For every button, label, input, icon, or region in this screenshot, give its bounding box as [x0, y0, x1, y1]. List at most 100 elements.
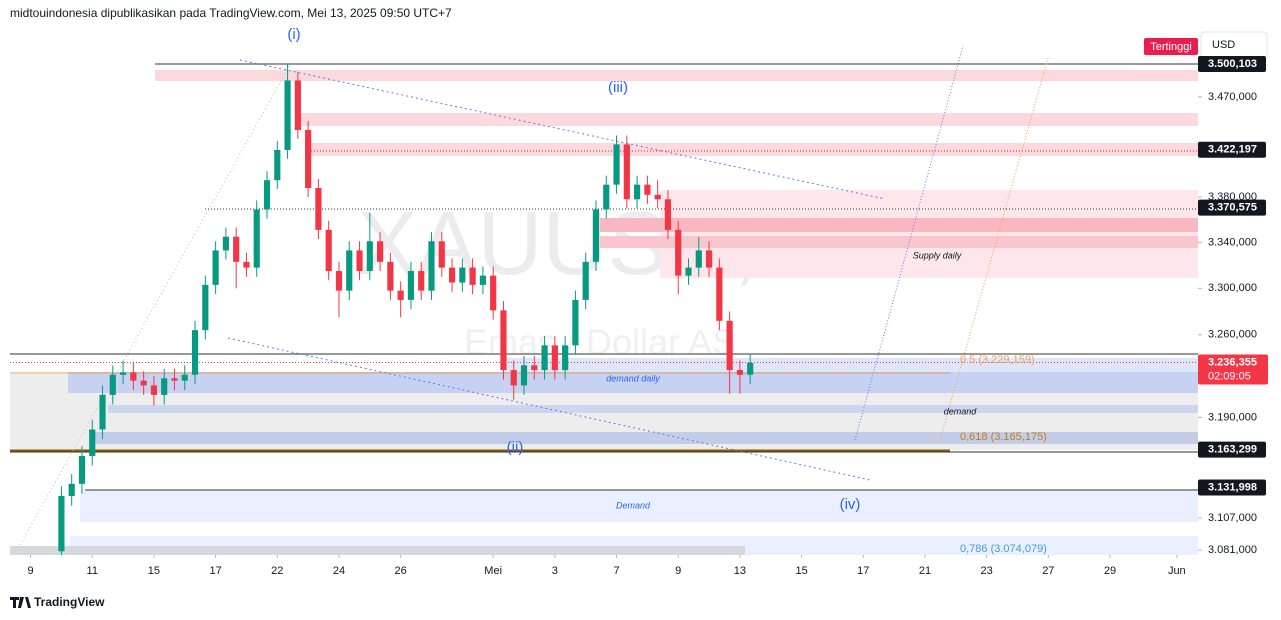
- price-axis: [1198, 10, 1281, 555]
- supply-zone: [155, 70, 1198, 81]
- x-tick-label: 29: [1104, 565, 1116, 577]
- candle-body: [150, 385, 158, 395]
- x-tick-label: 7: [613, 565, 619, 577]
- watermark-sub: Emas / Dollar AS: [464, 322, 736, 363]
- demand-zone: [95, 432, 1198, 444]
- candle-body: [520, 365, 528, 386]
- candle-body: [274, 149, 281, 181]
- zone-label: Supply daily: [913, 250, 962, 260]
- candle-body: [99, 394, 106, 430]
- x-tick-label: 21: [919, 565, 931, 577]
- y-tick-label: 3.190,000: [1208, 411, 1257, 423]
- price-label-box: [1198, 441, 1266, 458]
- wave-label: (iii): [608, 79, 628, 96]
- candle-body: [705, 250, 713, 268]
- wave-label: (iv): [840, 496, 861, 513]
- candle-body: [664, 199, 672, 230]
- wave-label: (ii): [507, 439, 524, 456]
- candle-body: [243, 261, 250, 268]
- plot-area: XAUUSD, 4h Emas / Dollar AS: [10, 45, 1198, 555]
- candle-body: [685, 267, 692, 276]
- candle-body: [315, 188, 322, 230]
- candle-body: [181, 374, 188, 381]
- high-button-label[interactable]: Tertinggi: [1150, 41, 1192, 53]
- candle-body: [407, 271, 415, 300]
- candle-body: [562, 345, 569, 371]
- candle-body: [541, 345, 548, 371]
- candle-body: [695, 250, 702, 268]
- x-tick-label: 3: [552, 565, 558, 577]
- price-label-box: [1198, 479, 1266, 496]
- candle-body: [592, 209, 600, 262]
- candle-body: [634, 184, 641, 200]
- y-tick-label: 3.107,000: [1208, 512, 1257, 524]
- demand-zone: [108, 405, 1198, 413]
- footer: TradingView: [34, 595, 105, 609]
- supply-zone: [600, 236, 1198, 248]
- y-tick-label: 3.470,000: [1208, 91, 1257, 103]
- x-tick-label: 22: [271, 565, 283, 577]
- candle-body: [603, 184, 610, 210]
- y-tick-label: 3.081,000: [1208, 544, 1257, 556]
- candle-body: [747, 362, 754, 375]
- candle-body: [459, 267, 466, 283]
- last-price-box: [1198, 354, 1268, 385]
- candle-body: [130, 372, 137, 381]
- candle-body: [366, 241, 373, 272]
- candle-body: [726, 320, 733, 371]
- x-tick-label: 24: [333, 565, 345, 577]
- candle-body: [284, 80, 291, 150]
- projection-arrow: [854, 45, 964, 441]
- candle-body: [448, 267, 456, 283]
- fib-label: 0,618 (3.165,175): [960, 431, 1047, 443]
- candle-body: [305, 129, 312, 189]
- high-button[interactable]: [1144, 38, 1198, 55]
- demand-zone: [10, 546, 745, 555]
- candle-body: [469, 267, 476, 285]
- candle-body: [191, 330, 199, 375]
- x-tick-label: 13: [734, 565, 746, 577]
- price-label-box: [1198, 55, 1266, 72]
- zone-label: demand: [944, 406, 978, 416]
- candle-body: [161, 378, 168, 395]
- candle-body: [572, 299, 579, 346]
- x-tick-label: 17: [209, 565, 221, 577]
- candle-body: [397, 290, 404, 300]
- candle-body: [68, 483, 75, 497]
- x-tick-label: 15: [148, 565, 160, 577]
- price-label: 3.422,197: [1208, 144, 1257, 156]
- candle-body: [377, 241, 384, 262]
- demand-zone: [80, 490, 1198, 522]
- currency-label[interactable]: USD: [1212, 39, 1235, 51]
- fib-label: 0,786 (3.074,079): [960, 543, 1047, 555]
- candle-body: [253, 209, 260, 268]
- price-label-box: [1198, 199, 1266, 216]
- candle-body: [582, 261, 589, 300]
- candle-body: [418, 271, 425, 291]
- candle-body: [202, 284, 209, 331]
- candle-body: [479, 275, 486, 285]
- x-tick-label: 17: [857, 565, 869, 577]
- price-label: 3.131,998: [1208, 481, 1257, 493]
- candle-body: [140, 380, 147, 386]
- price-label: 3.500,103: [1208, 58, 1257, 70]
- last-price-label: 3.236,355: [1208, 356, 1257, 368]
- zone-label: Demand: [616, 500, 651, 510]
- price-label-box: [1198, 141, 1266, 158]
- candle-body: [675, 229, 682, 276]
- x-tick-label: 27: [1042, 565, 1054, 577]
- demand-zone: [68, 372, 1198, 393]
- candle-body: [356, 250, 363, 272]
- candle-body: [613, 144, 620, 185]
- supply-zone: [305, 143, 1198, 156]
- candle-body: [263, 180, 271, 210]
- candle-body: [120, 372, 127, 375]
- candle-body: [89, 429, 96, 456]
- candle-body: [428, 241, 435, 291]
- candle-body: [438, 241, 445, 268]
- candle-body: [531, 365, 538, 371]
- candle-body: [387, 261, 394, 291]
- x-tick-label: Jun: [1168, 565, 1186, 577]
- y-tick-label: 3.300,000: [1208, 282, 1257, 294]
